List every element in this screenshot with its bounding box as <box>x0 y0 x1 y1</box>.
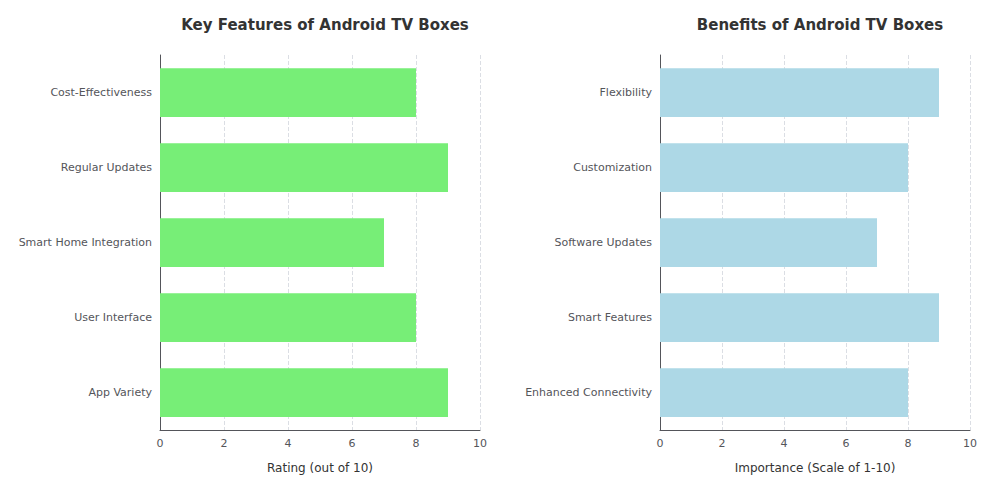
svg-text:0: 0 <box>657 437 664 450</box>
svg-text:8: 8 <box>413 437 420 450</box>
svg-text:Enhanced Connectivity: Enhanced Connectivity <box>525 386 652 399</box>
svg-text:Flexibility: Flexibility <box>600 86 653 99</box>
svg-text:6: 6 <box>843 437 850 450</box>
svg-text:Importance (Scale of 1-10): Importance (Scale of 1-10) <box>735 461 896 475</box>
svg-text:Regular Updates: Regular Updates <box>61 161 153 174</box>
svg-text:2: 2 <box>221 437 228 450</box>
svg-text:Customization: Customization <box>573 161 652 174</box>
svg-text:6: 6 <box>349 437 356 450</box>
svg-text:Key Features of Android TV Box: Key Features of Android TV Boxes <box>181 16 469 34</box>
svg-text:Benefits of Android TV Boxes: Benefits of Android TV Boxes <box>697 16 943 34</box>
svg-text:App Variety: App Variety <box>88 386 152 399</box>
svg-text:4: 4 <box>781 437 788 450</box>
svg-text:Smart Features: Smart Features <box>568 311 652 324</box>
svg-text:2: 2 <box>719 437 726 450</box>
svg-text:8: 8 <box>905 437 912 450</box>
svg-text:Software Updates: Software Updates <box>554 236 652 249</box>
svg-text:Cost-Effectiveness: Cost-Effectiveness <box>50 86 152 99</box>
svg-text:User Interface: User Interface <box>74 311 152 324</box>
svg-text:10: 10 <box>963 437 977 450</box>
svg-text:10: 10 <box>473 437 487 450</box>
svg-text:0: 0 <box>157 437 164 450</box>
svg-text:4: 4 <box>285 437 292 450</box>
svg-text:Smart Home Integration: Smart Home Integration <box>19 236 152 249</box>
svg-text:Rating (out of 10): Rating (out of 10) <box>267 461 373 475</box>
